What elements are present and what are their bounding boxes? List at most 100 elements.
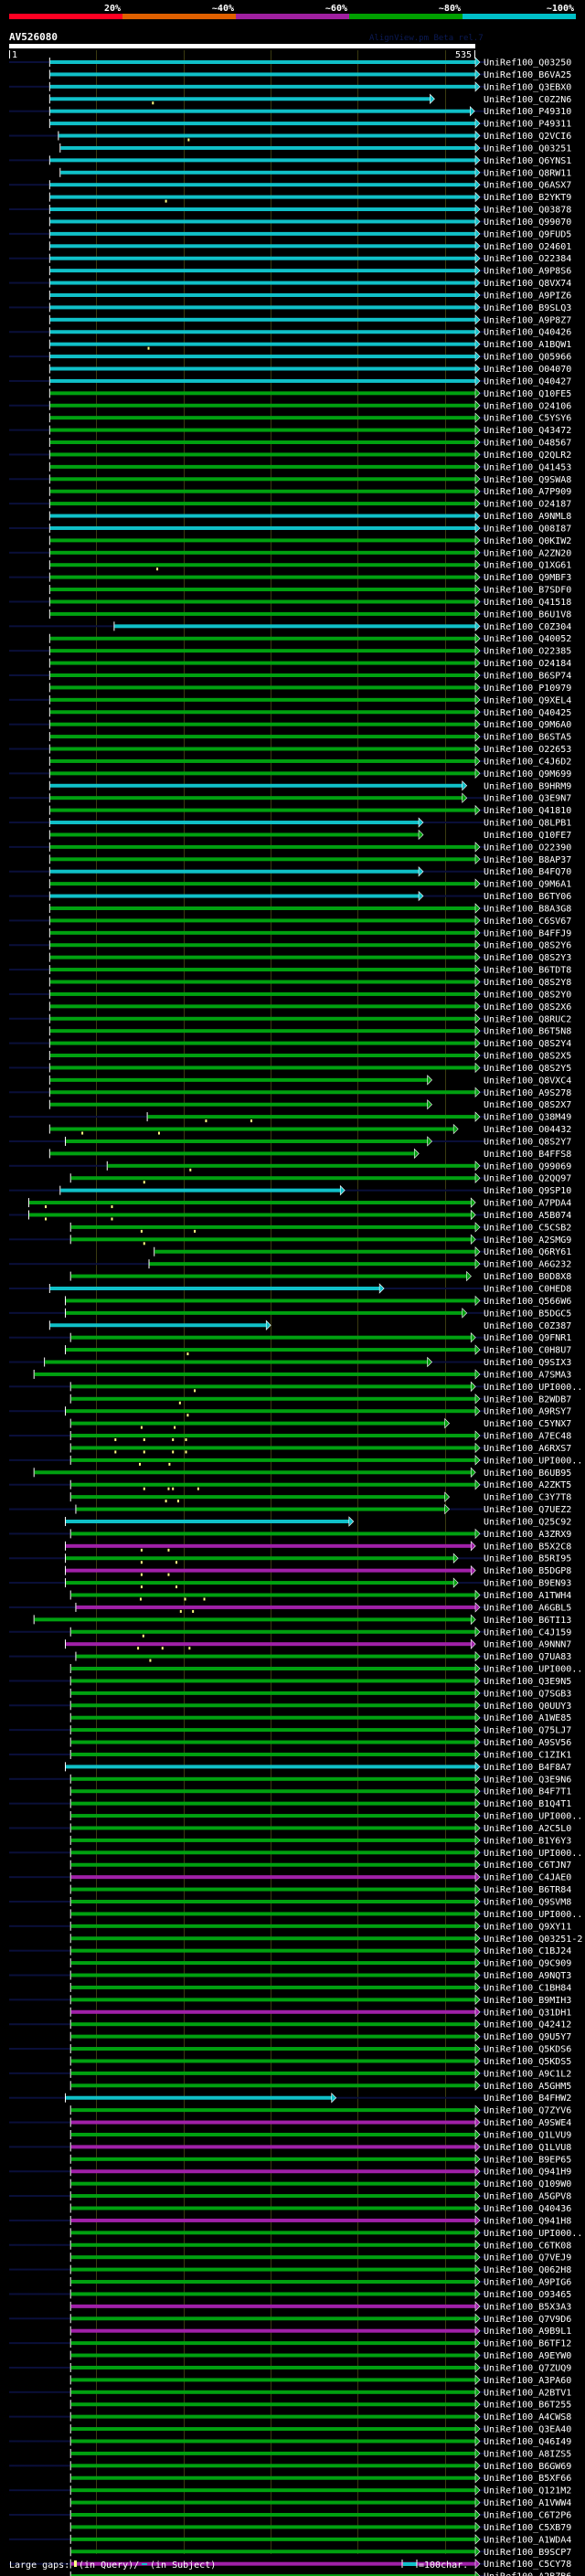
right-overhang — [479, 1753, 486, 1755]
hit-label: UniRef100_Q5KDS6 — [484, 2045, 571, 2055]
hit-row: UniRef100_UPI000.. — [69, 1908, 582, 1920]
hit-label: UniRef100_O22385 — [484, 647, 571, 657]
hit-end-arrow-icon — [474, 216, 481, 228]
query-gap-marker-icon — [178, 1401, 181, 1405]
hit-label: UniRef100_C3Y7T8 — [484, 1493, 571, 1503]
hit-row: UniRef100_A1WE85 — [69, 1712, 571, 1723]
hit-bar — [49, 980, 476, 984]
hit-row: UniRef100_Q1LVU8 — [9, 2141, 571, 2153]
hit-bar — [66, 1642, 472, 1647]
right-overhang — [479, 331, 486, 334]
hit-label: UniRef100_O24601 — [484, 242, 571, 252]
left-overhang — [9, 478, 49, 481]
hit-end-arrow-icon — [474, 951, 481, 963]
hit-bar — [66, 1139, 428, 1143]
hit-end-arrow-icon — [474, 596, 481, 608]
hit-label: UniRef100_P10979 — [484, 684, 571, 694]
hit-row: UniRef100_B6SP74 — [9, 670, 571, 682]
hit-row: UniRef100_Q8S2X7 — [48, 1098, 571, 1110]
query-gap-marker-icon — [167, 1548, 170, 1552]
left-overhang — [9, 1263, 149, 1266]
right-overhang — [479, 1716, 486, 1719]
right-overhang — [479, 1066, 486, 1069]
query-gap-marker-icon — [138, 1462, 141, 1466]
hit-row: UniRef100_Q03250 — [9, 57, 571, 69]
hit-row: UniRef100_C1BJ24 — [9, 1945, 571, 1956]
right-overhang — [479, 465, 486, 468]
hit-end-arrow-icon — [474, 976, 481, 988]
hit-row: UniRef100_Q46I49 — [9, 2435, 571, 2447]
hit-label: UniRef100_B5X2C8 — [484, 1542, 571, 1552]
right-overhang — [479, 61, 486, 63]
hit-bar — [66, 1581, 454, 1585]
hit-label: UniRef100_A9C1L2 — [484, 2069, 571, 2079]
hit-label: UniRef100_UPI000.. — [484, 1849, 582, 1859]
hit-end-arrow-icon — [474, 1455, 481, 1466]
hit-end-arrow-icon — [474, 2154, 481, 2165]
hit-row: UniRef100_Q062H8 — [9, 2263, 571, 2275]
hit-label: UniRef100_O22653 — [484, 745, 571, 755]
hit-row: UniRef100_Q05966 — [9, 351, 571, 363]
identity-scale: 20% ~40% ~60% ~80% ~100% — [9, 4, 576, 19]
hit-end-arrow-icon — [474, 1786, 481, 1797]
hit-bar — [49, 391, 476, 396]
left-overhang — [9, 1164, 107, 1167]
hit-row: UniRef100_A9SWE4 — [9, 2116, 571, 2128]
hit-end-arrow-icon — [470, 1541, 476, 1552]
hit-label: UniRef100_Q8VXC4 — [484, 1076, 571, 1086]
hit-end-arrow-icon — [474, 1172, 481, 1183]
hit-label: UniRef100_B6TDT8 — [484, 966, 571, 976]
hit-label: UniRef100_A1TWH4 — [484, 1591, 571, 1601]
query-gap-marker-icon — [176, 1561, 178, 1564]
hit-end-arrow-icon — [474, 2055, 481, 2067]
hit-row: UniRef100_A5B074 — [9, 1209, 571, 1221]
hit-bar — [76, 1507, 445, 1511]
left-overhang — [9, 1729, 70, 1732]
left-overhang — [9, 1630, 70, 1633]
hit-row: UniRef100_C5CSB2 — [69, 1222, 571, 1233]
hit-row: UniRef100_O93465 — [9, 2288, 571, 2300]
hit-label: UniRef100_Q03251 — [484, 143, 571, 154]
hit-bar — [70, 1912, 475, 1916]
hit-row: UniRef100_B6VA25 — [48, 69, 571, 80]
hit-bar — [49, 832, 420, 837]
hit-bar — [49, 722, 476, 726]
hit-bar — [66, 1519, 349, 1523]
hit-end-arrow-icon — [474, 1037, 481, 1049]
left-overhang — [9, 1116, 147, 1118]
right-overhang — [479, 478, 486, 481]
hit-row: UniRef100_A9EYW0 — [69, 2349, 571, 2361]
hit-row: UniRef100_B6GW69 — [9, 2460, 571, 2472]
hit-end-arrow-icon — [418, 817, 424, 828]
hit-label: UniRef100_Q9M6A0 — [484, 720, 571, 730]
right-overhang — [479, 355, 486, 358]
gaps-label: Large gaps: — [9, 2560, 69, 2571]
hit-bar — [70, 2034, 475, 2039]
hit-end-arrow-icon — [474, 191, 481, 203]
right-overhang — [479, 2293, 486, 2295]
hit-bar — [49, 158, 476, 163]
hit-label: UniRef100_Q6YNS1 — [484, 156, 571, 166]
right-overhang — [479, 759, 486, 762]
hit-end-arrow-icon — [474, 1479, 481, 1490]
hit-end-arrow-icon — [474, 1883, 481, 1895]
hit-bar — [49, 231, 476, 236]
hit-bar — [70, 2255, 475, 2260]
right-overhang — [479, 2403, 486, 2406]
hit-label: UniRef100_Q8S2X6 — [484, 1002, 571, 1012]
right-overhang — [479, 417, 486, 419]
hit-row: UniRef100_Q9U5Y7 — [69, 2030, 571, 2042]
hit-row: UniRef100_Q31DH1 — [69, 2007, 571, 2018]
hit-end-arrow-icon — [474, 1528, 481, 1540]
hit-bar — [70, 1740, 475, 1744]
right-overhang — [479, 1998, 486, 2001]
query-gap-marker-icon — [157, 1131, 160, 1135]
hit-label: UniRef100_Q8S2Y0 — [484, 990, 571, 1000]
hit-label: UniRef100_A7SMA3 — [484, 1370, 571, 1380]
hit-row: UniRef100_Q9XY11 — [9, 1921, 571, 1932]
right-overhang — [448, 1508, 486, 1511]
hit-end-arrow-icon — [265, 1320, 271, 1330]
right-overhang — [344, 1189, 486, 1192]
hit-row: UniRef100_B6T5N8 — [48, 1025, 571, 1037]
hit-bar — [49, 330, 476, 334]
